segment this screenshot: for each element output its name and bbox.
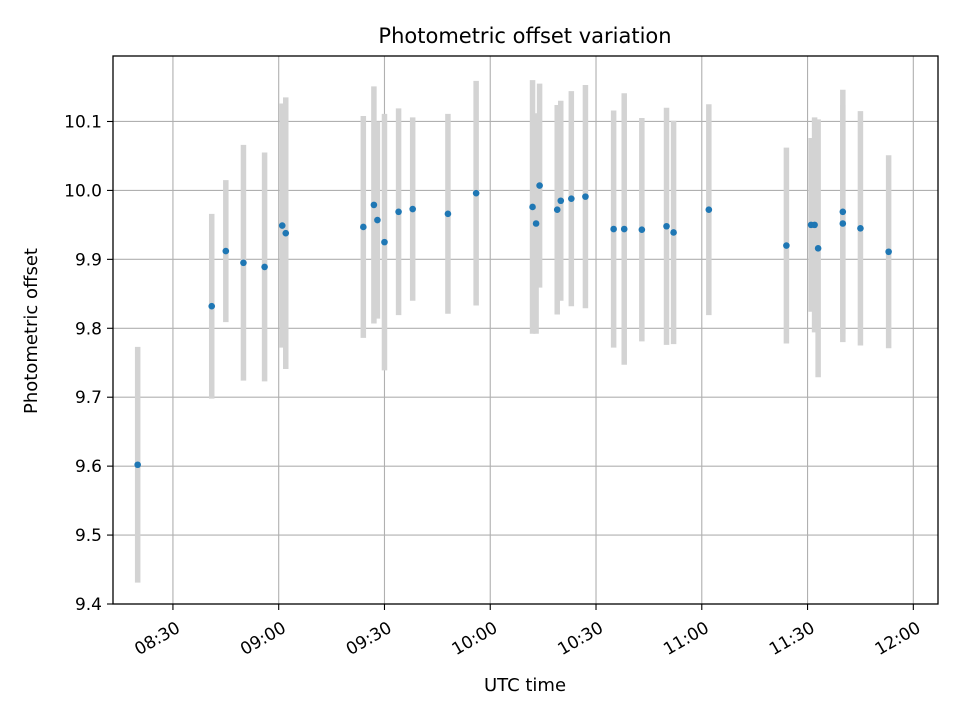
data-point (472, 189, 480, 197)
y-tick-label: 9.8 (75, 319, 102, 339)
y-tick-label: 9.6 (75, 457, 102, 477)
y-axis-label: Photometric offset (21, 248, 42, 414)
data-point (811, 221, 818, 229)
x-axis-label: UTC time (484, 675, 566, 696)
data-point (705, 206, 713, 214)
data-point (620, 225, 628, 233)
data-point (536, 182, 543, 189)
y-tick-label: 10.1 (64, 112, 102, 132)
data-point (278, 222, 286, 229)
data-point (783, 242, 790, 249)
data-point (529, 203, 536, 211)
data-point (370, 201, 378, 209)
y-tick-label: 9.4 (75, 595, 102, 615)
plot-frame (112, 55, 939, 605)
data-point (663, 222, 670, 230)
data-point (208, 302, 216, 310)
data-point (553, 206, 561, 214)
data-points (134, 182, 892, 469)
data-point (395, 208, 402, 216)
y-tick-label: 9.9 (75, 250, 102, 270)
data-point (857, 225, 864, 232)
data-point (568, 195, 575, 202)
chart-title: Photometric offset variation (378, 24, 671, 48)
data-point (444, 210, 452, 218)
data-point (582, 193, 589, 200)
data-point (670, 229, 677, 236)
data-point (839, 220, 847, 227)
data-point (360, 223, 367, 231)
data-point (282, 229, 290, 237)
data-point (557, 197, 565, 205)
data-point (134, 461, 141, 469)
data-point (374, 216, 381, 224)
data-point (409, 205, 416, 213)
y-tick-label: 9.7 (75, 388, 102, 408)
data-point (381, 238, 388, 246)
data-point (532, 220, 540, 227)
y-tick-label: 9.5 (75, 526, 102, 546)
data-point (638, 226, 646, 234)
data-point (261, 263, 268, 271)
data-point (222, 247, 230, 255)
y-tick-label: 10.0 (64, 181, 102, 201)
data-point (610, 225, 617, 233)
data-point (240, 259, 247, 267)
data-point (814, 245, 822, 252)
data-point (839, 208, 847, 216)
data-point (885, 248, 892, 256)
